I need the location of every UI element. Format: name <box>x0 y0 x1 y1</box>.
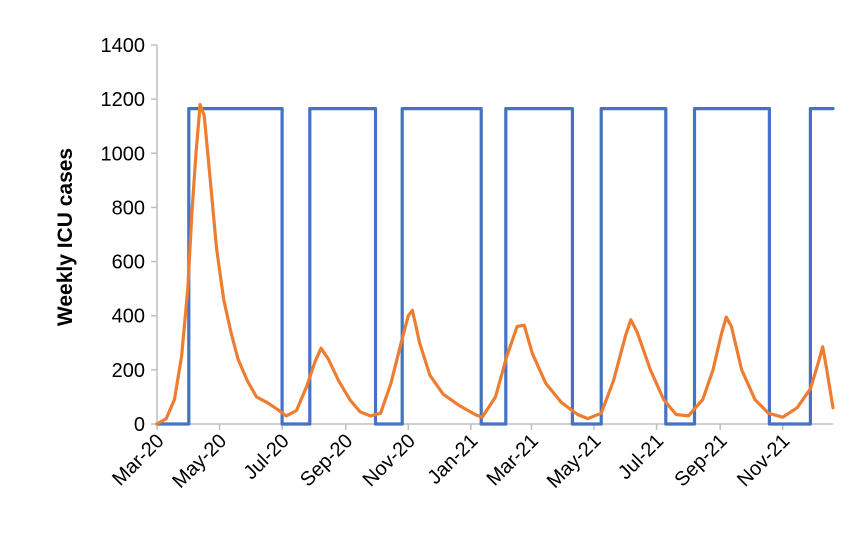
y-tick-label: 800 <box>112 197 145 219</box>
x-axis: Mar-20 May-20 Jul-20 Sep-20 Nov-20 Jan-21 Mar-… <box>108 423 833 493</box>
icu-cases-line <box>155 103 835 426</box>
y-tick-label: 1200 <box>101 89 146 111</box>
step-series-line <box>155 107 835 426</box>
x-tick-label: Jul-21 <box>614 430 668 484</box>
x-tick-label: Nov-21 <box>733 430 794 491</box>
x-tick-label: Mar-21 <box>483 430 543 490</box>
x-tick-label: Nov-20 <box>359 430 420 491</box>
x-tick-label: May-20 <box>168 430 231 493</box>
x-tick-label: Mar-20 <box>108 430 168 490</box>
y-tick-label: 1400 <box>101 35 146 57</box>
y-tick-label: 0 <box>134 414 145 436</box>
y-axis: 0 200 400 600 800 1000 1200 1400 <box>101 35 158 436</box>
y-tick-label: 400 <box>112 306 145 328</box>
y-tick-label: 200 <box>112 360 145 382</box>
x-tick-label: Sep-20 <box>296 430 357 491</box>
x-tick-label: May-21 <box>543 430 606 493</box>
y-tick-label: 600 <box>112 252 145 274</box>
x-tick-label: Jul-20 <box>240 430 294 484</box>
y-tick-label: 1000 <box>101 143 146 165</box>
series-layer <box>155 103 835 426</box>
x-tick-label: Sep-21 <box>671 430 732 491</box>
x-tick-label: Jan-21 <box>424 430 483 489</box>
y-axis-title: Weekly ICU cases <box>54 148 77 326</box>
